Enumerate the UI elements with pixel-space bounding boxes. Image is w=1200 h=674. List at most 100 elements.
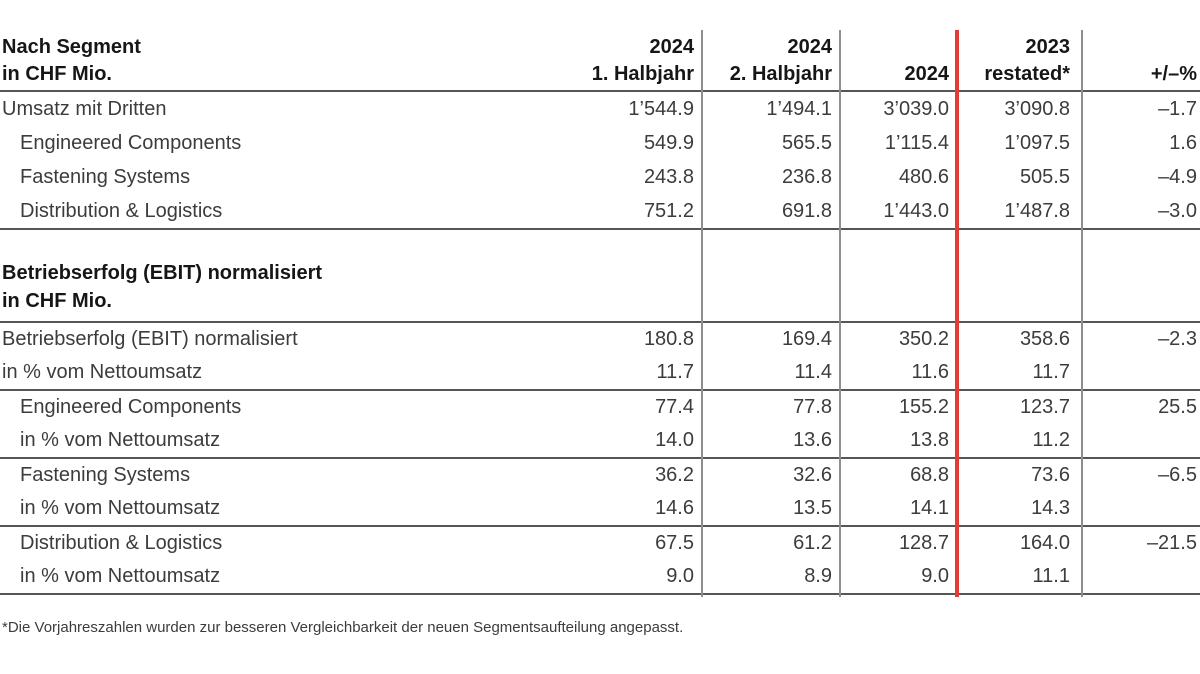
value-cell: 11.6 <box>911 361 949 383</box>
value-cell: 14.3 <box>1031 497 1070 519</box>
table-header-row: Nach Segment in CHF Mio. 2024 1. Halbjah… <box>0 30 1200 92</box>
column-header-2024-total: 2024 <box>904 63 950 85</box>
value-cell: 691.8 <box>781 199 832 222</box>
column-divider-line <box>839 30 841 597</box>
value-cell: 11.7 <box>656 361 694 383</box>
row-label: in % vom Nettoumsatz <box>20 565 221 587</box>
value-cell: 549.9 <box>643 131 694 154</box>
value-cell: –1.7 <box>1158 97 1197 120</box>
ebit-section-title-line1: Betriebserfolg (EBIT) normalisiert <box>2 262 323 284</box>
value-cell: 565.5 <box>781 131 832 154</box>
table-row: Betriebserfolg (EBIT) normalisiert 180.8… <box>0 323 1200 356</box>
row-label: Engineered Components <box>20 396 242 418</box>
value-cell: 1’494.1 <box>766 97 832 120</box>
row-label: Umsatz mit Dritten <box>2 97 167 120</box>
table-row: in % vom Nettoumsatz 14.6 13.5 14.1 14.3 <box>0 492 1200 525</box>
value-cell: 13.6 <box>793 429 832 451</box>
red-highlight-line <box>955 30 959 597</box>
ebit-section-title-line2: in CHF Mio. <box>2 290 112 312</box>
value-cell: 1.6 <box>1169 131 1197 154</box>
value-cell: 32.6 <box>793 464 832 486</box>
header-row-label-cell: Nach Segment in CHF Mio. <box>0 34 585 90</box>
value-cell: 9.0 <box>666 565 694 587</box>
value-cell: 1’097.5 <box>1004 131 1070 154</box>
value-cell: 1’544.9 <box>628 97 694 120</box>
value-cell: 11.2 <box>1032 429 1070 451</box>
value-cell: –3.0 <box>1158 199 1197 222</box>
ebit-section-header: Betriebserfolg (EBIT) normalisiert in CH… <box>0 230 1200 323</box>
column-header-2024-h1: 2024 1. Halbjahr <box>591 36 694 85</box>
table-row: in % vom Nettoumsatz 14.0 13.6 13.8 11.2 <box>0 424 1200 457</box>
value-cell: 128.7 <box>898 532 949 554</box>
table-row: Engineered Components 549.9 565.5 1’115.… <box>0 126 1200 160</box>
value-cell: –6.5 <box>1158 464 1197 486</box>
value-cell: 123.7 <box>1019 396 1070 418</box>
table-row: Fastening Systems 243.8 236.8 480.6 505.… <box>0 160 1200 194</box>
value-cell: 751.2 <box>643 199 694 222</box>
value-cell: 14.1 <box>910 497 949 519</box>
value-cell: 155.2 <box>898 396 949 418</box>
column-header-change-pct: +/–% <box>1150 63 1197 85</box>
value-cell: 1’487.8 <box>1004 199 1070 222</box>
column-header-2023-restated: 2023 restated* <box>984 36 1070 85</box>
row-label: Distribution & Logistics <box>20 199 223 222</box>
column-divider-line <box>701 30 703 597</box>
footnote: *Die Vorjahreszahlen wurden zur besseren… <box>2 619 684 636</box>
value-cell: 169.4 <box>781 328 832 350</box>
table-title-line2: in CHF Mio. <box>2 63 112 85</box>
row-label: in % vom Nettoumsatz <box>20 497 221 519</box>
value-cell: 8.9 <box>804 565 832 587</box>
ebit-group-fastening-systems: Fastening Systems 36.2 32.6 68.8 73.6 –6… <box>0 459 1200 527</box>
segment-results-table: Nach Segment in CHF Mio. 2024 1. Halbjah… <box>0 30 1200 595</box>
value-cell: 25.5 <box>1158 396 1197 418</box>
value-cell: 13.5 <box>793 497 832 519</box>
value-cell: 243.8 <box>643 165 694 188</box>
ebit-group-engineered-components: Engineered Components 77.4 77.8 155.2 12… <box>0 391 1200 459</box>
value-cell: 236.8 <box>781 165 832 188</box>
row-label: Fastening Systems <box>20 165 191 188</box>
ebit-group-total: Betriebserfolg (EBIT) normalisiert 180.8… <box>0 323 1200 391</box>
value-cell: 3’090.8 <box>1004 97 1070 120</box>
value-cell: 61.2 <box>793 532 832 554</box>
table-row: Distribution & Logistics 67.5 61.2 128.7… <box>0 527 1200 560</box>
value-cell: –4.9 <box>1158 165 1197 188</box>
value-cell: 11.1 <box>1032 565 1070 587</box>
value-cell: 3’039.0 <box>883 97 949 120</box>
table-row: Umsatz mit Dritten 1’544.9 1’494.1 3’039… <box>0 92 1200 126</box>
row-label: Engineered Components <box>20 131 242 154</box>
value-cell: 36.2 <box>655 464 694 486</box>
value-cell: 11.7 <box>1032 361 1070 383</box>
table-title-line1: Nach Segment <box>2 36 141 58</box>
value-cell: 505.5 <box>1019 165 1070 188</box>
value-cell: –21.5 <box>1146 532 1197 554</box>
column-divider-line <box>1081 30 1083 597</box>
column-header-2024-h2: 2024 2. Halbjahr <box>729 36 832 85</box>
value-cell: 68.8 <box>910 464 949 486</box>
value-cell: 77.8 <box>793 396 832 418</box>
value-cell: 180.8 <box>643 328 694 350</box>
row-label: in % vom Nettoumsatz <box>20 429 221 451</box>
value-cell: 11.4 <box>794 361 832 383</box>
value-cell: 164.0 <box>1019 532 1070 554</box>
value-cell: 73.6 <box>1031 464 1070 486</box>
revenue-section: Umsatz mit Dritten 1’544.9 1’494.1 3’039… <box>0 92 1200 230</box>
value-cell: 480.6 <box>898 165 949 188</box>
value-cell: 358.6 <box>1019 328 1070 350</box>
value-cell: 14.0 <box>655 429 694 451</box>
row-label: Betriebserfolg (EBIT) normalisiert <box>2 328 298 350</box>
table-row: Engineered Components 77.4 77.8 155.2 12… <box>0 391 1200 424</box>
table-row: Fastening Systems 36.2 32.6 68.8 73.6 –6… <box>0 459 1200 492</box>
row-label: Fastening Systems <box>20 464 191 486</box>
value-cell: 9.0 <box>921 565 949 587</box>
table-row: Distribution & Logistics 751.2 691.8 1’4… <box>0 194 1200 228</box>
value-cell: 67.5 <box>655 532 694 554</box>
value-cell: 350.2 <box>898 328 949 350</box>
row-label: Distribution & Logistics <box>20 532 223 554</box>
row-label: in % vom Nettoumsatz <box>2 361 203 383</box>
value-cell: 1’443.0 <box>883 199 949 222</box>
value-cell: 14.6 <box>655 497 694 519</box>
value-cell: 1’115.4 <box>884 131 949 154</box>
value-cell: 13.8 <box>910 429 949 451</box>
table-row: in % vom Nettoumsatz 9.0 8.9 9.0 11.1 <box>0 560 1200 593</box>
